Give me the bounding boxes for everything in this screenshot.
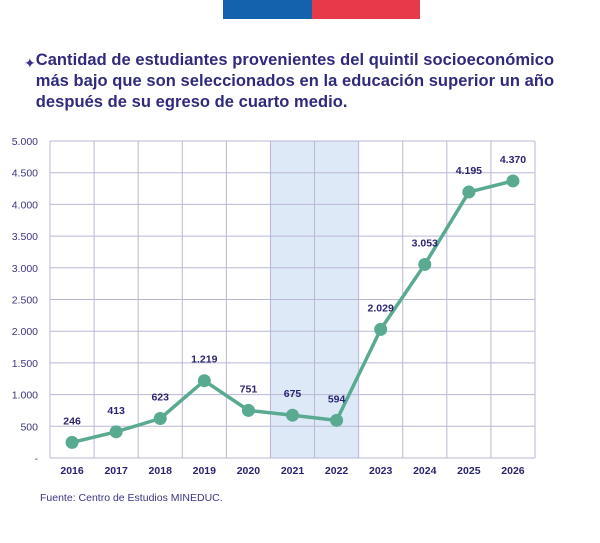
data-label: 1.219 — [191, 354, 217, 366]
x-tick-label: 2021 — [281, 465, 305, 477]
x-tick-label: 2023 — [369, 465, 393, 477]
data-point — [65, 435, 79, 449]
data-label: 246 — [63, 415, 81, 427]
data-point — [109, 425, 123, 439]
chart-title: Cantidad de estudiantes provenientes del… — [35, 51, 555, 111]
x-tick-label: 2018 — [149, 465, 173, 477]
y-tick-label: 1.500 — [12, 358, 38, 370]
y-tick-label: 3.500 — [12, 231, 38, 243]
flag-red-segment — [312, 0, 420, 19]
data-label: 413 — [107, 405, 125, 417]
flag-blue-segment — [223, 0, 312, 19]
y-tick-label: 5.000 — [12, 136, 38, 148]
x-tick-label: 2024 — [413, 465, 437, 477]
data-label: 4.370 — [500, 154, 526, 166]
chart-title-block: ✦ Cantidad de estudiantes provenientes d… — [24, 50, 584, 113]
data-point — [374, 322, 388, 336]
data-point — [197, 374, 211, 388]
data-label: 2.029 — [368, 302, 394, 314]
y-tick-label: 500 — [20, 421, 38, 433]
x-tick-label: 2019 — [193, 465, 217, 477]
data-label: 594 — [328, 393, 346, 405]
data-label: 675 — [284, 388, 302, 400]
chile-flag-bar — [223, 0, 420, 19]
x-tick-label: 2016 — [60, 465, 84, 477]
source-note: Fuente: Centro de Estudios MINEDUC. — [40, 492, 223, 504]
data-point — [241, 403, 255, 417]
y-tick-label: 2.500 — [12, 295, 38, 307]
data-label: 751 — [240, 383, 258, 395]
data-point — [330, 413, 344, 427]
y-tick-label: 2.000 — [12, 326, 38, 338]
data-point — [418, 257, 432, 271]
data-point — [506, 174, 520, 188]
x-tick-label: 2022 — [325, 465, 349, 477]
sparkle-icon: ✦ — [24, 55, 36, 71]
data-point — [153, 412, 167, 426]
y-tick-label: 3.000 — [12, 263, 38, 275]
y-tick-label: 4.500 — [12, 168, 38, 180]
data-label: 623 — [151, 392, 169, 404]
y-tick-label: 1.000 — [12, 390, 38, 402]
data-point — [286, 408, 299, 422]
x-tick-label: 2017 — [104, 465, 128, 477]
x-tick-label: 2020 — [237, 465, 261, 477]
y-tick-label: - — [35, 453, 39, 465]
data-label: 3.053 — [412, 237, 438, 249]
x-tick-label: 2025 — [457, 465, 481, 477]
y-tick-label: 4.000 — [12, 199, 38, 211]
data-point — [462, 185, 476, 199]
data-label: 4.195 — [456, 165, 482, 177]
x-tick-label: 2026 — [501, 465, 525, 477]
